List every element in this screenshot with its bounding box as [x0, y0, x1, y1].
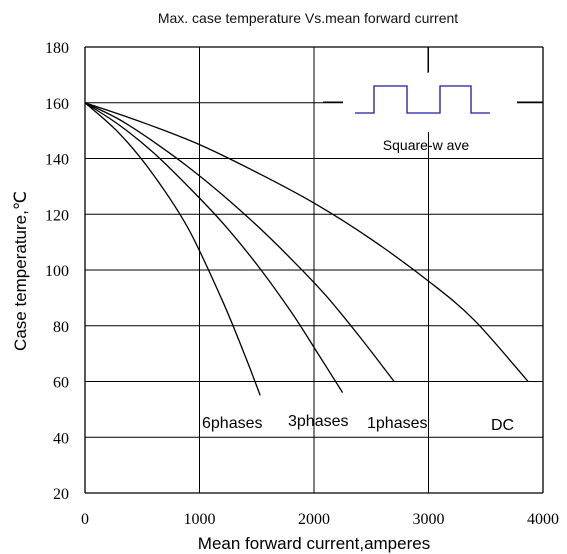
- x-tick-label-4000: 4000: [527, 511, 559, 528]
- x-tick-label-0: 0: [81, 511, 89, 528]
- y-tick-label-60: 60: [53, 375, 69, 392]
- y-tick-label-140: 140: [45, 152, 69, 169]
- curve-labels: 6phases 3phases 1phases DC: [202, 413, 514, 434]
- series-line-dc: [84, 102, 529, 382]
- x-tick-label-3000: 3000: [413, 511, 445, 528]
- y-tick-label-100: 100: [45, 263, 69, 280]
- x-tick-label-2000: 2000: [298, 511, 330, 528]
- series-group: [84, 102, 529, 396]
- y-tick-label-180: 180: [45, 40, 69, 57]
- curve-label-dc: DC: [491, 417, 514, 434]
- inset-background: [343, 72, 517, 132]
- tick-labels: 0 1000 2000 3000 4000 20 40 60 80 100 120 140 160 180: [45, 40, 559, 528]
- curve-label-3phases: 3phases: [288, 413, 349, 430]
- square-wave-icon: [355, 85, 490, 114]
- series-line-3phases: [84, 102, 344, 393]
- square-wave-inset: Square-w ave: [323, 47, 543, 153]
- y-tick-label-40: 40: [53, 430, 69, 447]
- x-tick-label-1000: 1000: [184, 511, 216, 528]
- y-tick-label-80: 80: [53, 319, 69, 336]
- y-tick-label-20: 20: [53, 486, 69, 503]
- y-axis-label: Case temperature,℃: [11, 191, 30, 351]
- x-axis-label: Mean forward current,amperes: [198, 534, 430, 553]
- y-tick-label-160: 160: [45, 96, 69, 113]
- square-wave-label: Square-w ave: [383, 137, 470, 153]
- curve-label-6phases: 6phases: [202, 415, 263, 432]
- series-line-1phases: [84, 102, 395, 382]
- series-line-6phases: [84, 102, 261, 396]
- curve-label-1phases: 1phases: [367, 415, 428, 432]
- y-tick-label-120: 120: [45, 207, 69, 224]
- chart-title: Max. case temperature Vs.mean forward cu…: [158, 10, 458, 26]
